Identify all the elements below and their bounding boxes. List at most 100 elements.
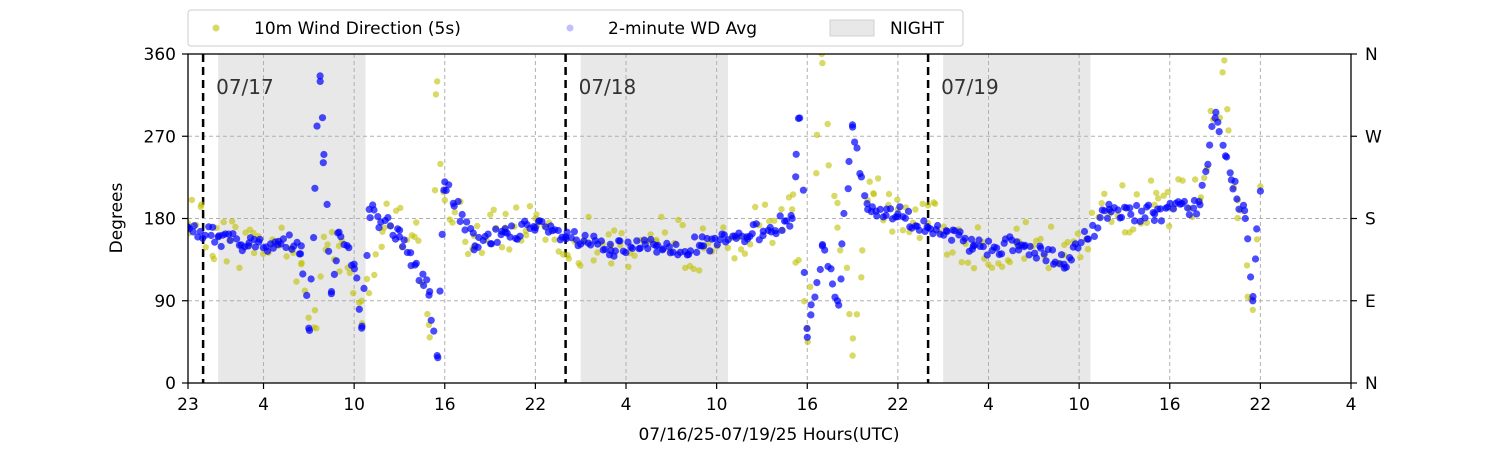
point-wind-direction (931, 200, 939, 207)
point-2min-avg (360, 284, 368, 292)
point-2min-avg (1141, 214, 1149, 222)
point-2min-avg (915, 226, 923, 234)
point-2min-avg (818, 242, 827, 250)
point-2min-avg (316, 77, 324, 85)
point-wind-direction (1130, 226, 1137, 233)
point-2min-avg (211, 238, 219, 246)
point-wind-direction (313, 325, 320, 332)
point-2min-avg (1226, 169, 1234, 177)
x-tick-label: 4 (258, 395, 269, 415)
point-2min-avg (196, 227, 204, 236)
point-2min-avg (956, 228, 964, 236)
point-wind-direction (943, 251, 951, 258)
point-2min-avg (697, 242, 706, 250)
x-tick-label: 10 (343, 395, 365, 415)
point-2min-avg (531, 224, 540, 232)
point-2min-avg (979, 243, 987, 251)
point-2min-avg (665, 243, 673, 251)
point-2min-avg (316, 72, 324, 80)
y-tick-label: 180 (144, 210, 176, 230)
point-2min-avg (1196, 201, 1204, 209)
point-2min-avg (299, 270, 307, 278)
point-wind-direction (1155, 195, 1162, 202)
point-2min-avg (997, 250, 1006, 258)
point-wind-direction (949, 249, 956, 256)
point-wind-direction (747, 241, 754, 248)
point-2min-avg (386, 222, 394, 230)
point-wind-direction (866, 178, 873, 185)
point-wind-direction (801, 298, 808, 305)
point-wind-direction (411, 233, 418, 240)
point-2min-avg (792, 150, 800, 158)
point-2min-avg (1048, 246, 1057, 254)
point-2min-avg (1015, 242, 1023, 250)
point-2min-avg (469, 229, 477, 237)
point-wind-direction (608, 260, 615, 267)
point-2min-avg (1080, 227, 1089, 236)
y-right-tick-label: N (1365, 45, 1378, 65)
point-2min-avg (716, 236, 724, 244)
point-2min-avg (395, 233, 404, 241)
point-2min-avg (873, 212, 881, 220)
point-wind-direction (220, 218, 227, 226)
point-wind-direction (769, 239, 776, 247)
point-wind-direction (437, 160, 444, 168)
point-2min-avg (968, 235, 976, 243)
point-2min-avg (1037, 244, 1045, 252)
point-wind-direction (789, 206, 796, 213)
point-wind-direction (371, 271, 378, 279)
point-2min-avg (1060, 260, 1068, 268)
point-2min-avg (628, 244, 637, 252)
point-wind-direction (449, 219, 456, 226)
point-2min-avg (948, 236, 956, 244)
y-tick-label: 0 (165, 374, 176, 394)
day-label: 07/19 (941, 75, 999, 99)
point-wind-direction (1224, 106, 1231, 113)
point-wind-direction (849, 352, 856, 359)
point-2min-avg (792, 173, 800, 181)
point-2min-avg (1204, 160, 1212, 168)
point-wind-direction (1191, 176, 1199, 183)
point-2min-avg (838, 240, 846, 248)
point-wind-direction (1133, 191, 1141, 198)
point-wind-direction (831, 192, 838, 200)
point-2min-avg (1249, 297, 1257, 305)
point-wind-direction (894, 196, 901, 203)
point-2min-avg (407, 249, 415, 257)
point-2min-avg (190, 222, 198, 230)
point-2min-avg (1084, 235, 1092, 243)
point-2min-avg (633, 237, 641, 245)
night-band-1 (580, 54, 728, 383)
point-wind-direction (487, 211, 494, 218)
point-2min-avg (1198, 181, 1206, 189)
point-2min-avg (330, 270, 338, 278)
point-2min-avg (1032, 254, 1040, 262)
point-2min-avg (516, 232, 524, 240)
point-wind-direction (849, 335, 857, 342)
point-wind-direction (807, 283, 814, 290)
point-2min-avg (788, 214, 796, 223)
point-2min-avg (894, 210, 902, 218)
point-wind-direction (551, 236, 558, 243)
point-2min-avg (1042, 257, 1050, 265)
point-wind-direction (498, 244, 506, 251)
point-2min-avg (1256, 187, 1264, 195)
point-2min-avg (616, 237, 624, 245)
point-2min-avg (796, 114, 804, 122)
point-2min-avg (652, 242, 660, 250)
point-2min-avg (353, 274, 361, 282)
point-wind-direction (924, 202, 932, 209)
point-2min-avg (659, 245, 667, 253)
point-2min-avg (882, 211, 890, 219)
point-wind-direction (232, 223, 239, 231)
point-2min-avg (934, 221, 942, 230)
point-wind-direction (720, 224, 727, 231)
point-wind-direction (1074, 230, 1082, 237)
point-2min-avg (864, 205, 872, 213)
point-wind-direction (451, 209, 458, 216)
point-wind-direction (585, 213, 592, 221)
point-wind-direction (870, 190, 877, 198)
point-wind-direction (1179, 177, 1186, 184)
point-wind-direction (1249, 306, 1257, 314)
